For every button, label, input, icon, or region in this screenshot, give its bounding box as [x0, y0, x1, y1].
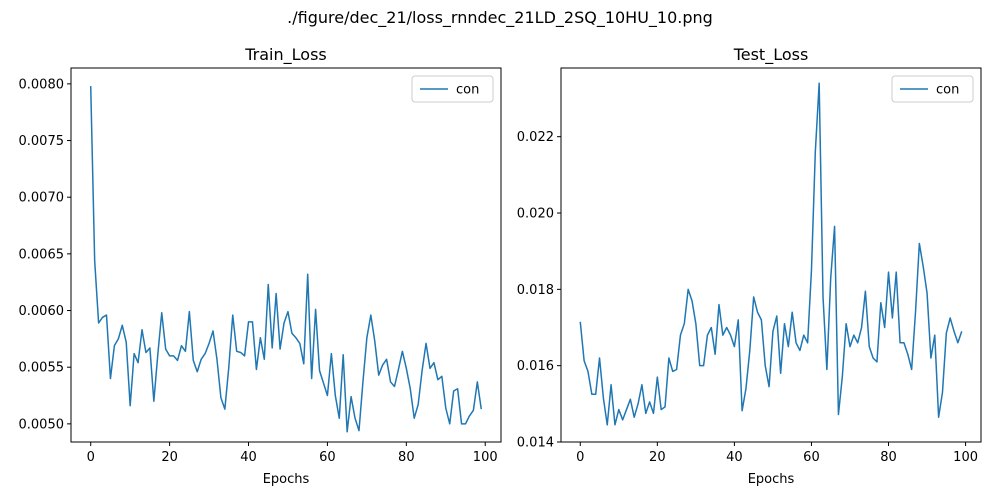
test-legend-box	[891, 75, 974, 103]
train-y-tick-label: 0.0070	[19, 191, 65, 206]
test-x-tick-label: 0	[576, 450, 584, 465]
train-loss-axes: Train_Loss 0 20 40 60 80 100 Epochs 0.0050 0.0055…	[19, 45, 502, 487]
train-x-axis-label: Epochs	[263, 472, 310, 487]
train-y-tick-label: 0.0065	[19, 247, 65, 262]
test-x-tick-label: 40	[726, 450, 743, 465]
test-series-line-con	[579, 82, 963, 426]
train-y-tick-label: 0.0050	[19, 417, 65, 432]
train-legend: con	[411, 75, 494, 103]
train-y-tick-label: 0.0075	[19, 134, 65, 149]
test-y-tick-label: 0.018	[517, 283, 554, 298]
test-chart-title: Test_Loss	[733, 45, 809, 65]
test-y-tick-label: 0.022	[517, 130, 554, 145]
test-x-axis-label: Epochs	[748, 472, 795, 487]
train-y-tick-label: 0.0060	[19, 304, 65, 319]
train-x-tick-label: 80	[398, 450, 415, 465]
train-y-tick-label: 0.0080	[19, 77, 65, 92]
train-series-line-con	[89, 86, 483, 433]
train-x-tick-label: 40	[240, 450, 257, 465]
test-x-tick-label: 80	[880, 450, 897, 465]
train-plot-frame	[70, 67, 502, 443]
figure-suptitle: ./figure/dec_21/loss_rnndec_21LD_2SQ_10H…	[287, 8, 713, 28]
test-x-tick-label: 60	[803, 450, 820, 465]
test-plot-frame	[560, 67, 982, 443]
train-x-tick-label: 100	[473, 450, 498, 465]
test-x-tick-label: 20	[649, 450, 666, 465]
test-y-tick-label: 0.020	[517, 207, 554, 222]
test-legend-label: con	[936, 83, 959, 98]
train-legend-label: con	[456, 83, 479, 98]
train-chart-title: Train_Loss	[244, 45, 326, 65]
test-y-tick-label: 0.014	[517, 436, 554, 451]
train-y-tick-label: 0.0055	[19, 361, 65, 376]
test-loss-axes: Test_Loss 0 20 40 60 80 100 Epochs 0.014 0.016 0.0…	[517, 45, 982, 487]
test-legend: con	[891, 75, 974, 103]
train-x-tick-label: 20	[161, 450, 178, 465]
train-x-tick-label: 0	[87, 450, 95, 465]
test-x-tick-label: 100	[953, 450, 978, 465]
train-legend-box	[411, 75, 494, 103]
train-x-tick-label: 60	[319, 450, 336, 465]
test-y-tick-label: 0.016	[517, 359, 554, 374]
